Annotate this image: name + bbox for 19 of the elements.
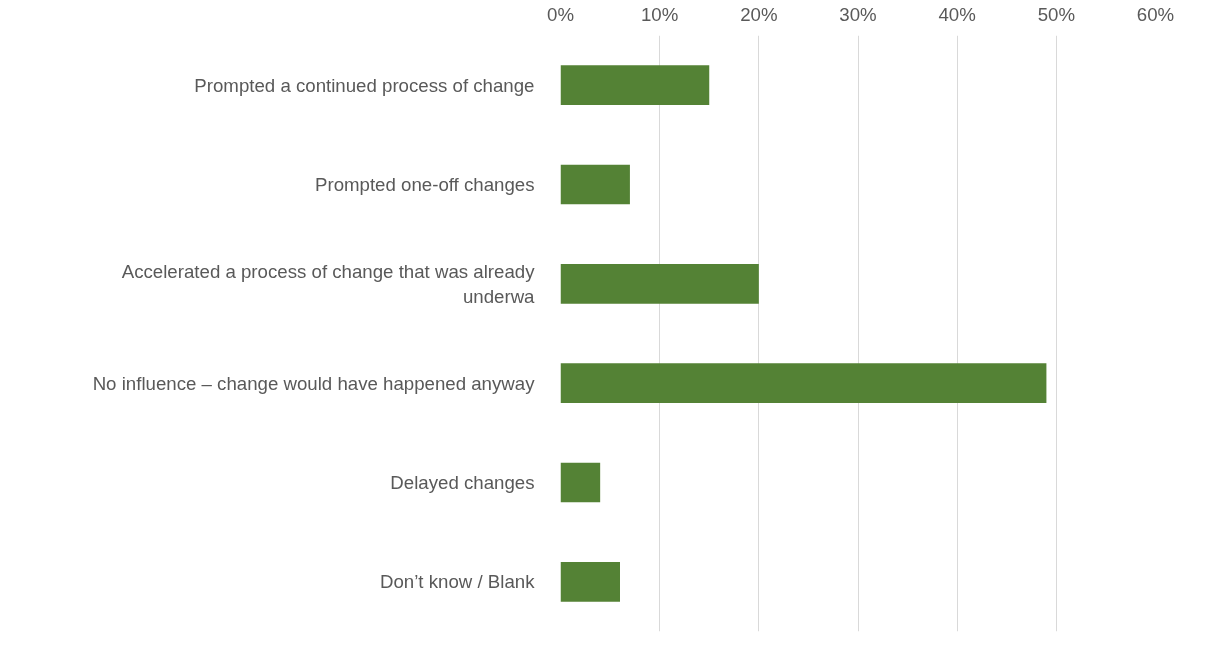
y-tick-label: Prompted one-off changes [314, 174, 535, 195]
x-tick-label: 60% [1136, 3, 1175, 25]
x-tick-label: 20% [740, 3, 778, 25]
y-tick-label: Delayed changes [390, 472, 535, 493]
x-tick-label: 0% [547, 3, 574, 25]
bar [560, 462, 601, 503]
bar [560, 263, 759, 304]
bar [560, 164, 630, 205]
bar [560, 561, 620, 602]
x-tick-label: 50% [1037, 3, 1076, 25]
y-tick-label: No influence – change would have happened anyway [92, 372, 536, 394]
y-tick-label: Don’t know / Blank [379, 571, 536, 593]
x-tick-label: 30% [839, 3, 877, 25]
x-tick-label: 40% [938, 3, 976, 25]
y-tick-label: Prompted a continued process of change [194, 74, 535, 96]
y-tick-label: Accelerated a process of change that was already underwa [121, 260, 536, 307]
x-tick-label: 10% [641, 3, 679, 25]
bar [560, 65, 710, 106]
bar [560, 363, 1047, 404]
